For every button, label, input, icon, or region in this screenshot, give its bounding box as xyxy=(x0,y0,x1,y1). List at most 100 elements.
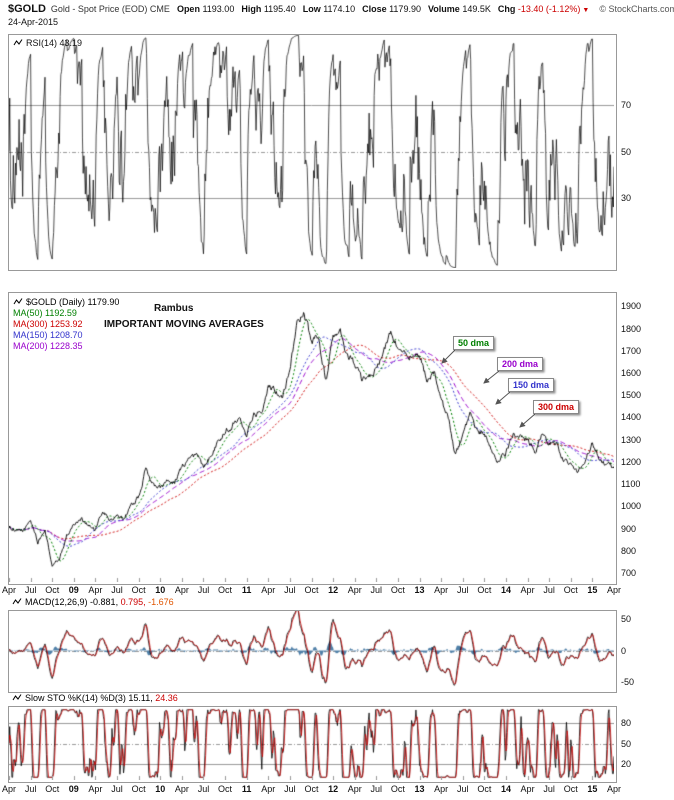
indicator-icon xyxy=(12,598,22,605)
y-axis-label: 1500 xyxy=(621,390,642,401)
callout-300-dma: 300 dma xyxy=(533,400,580,414)
x-axis-label: Apr xyxy=(88,784,103,794)
legend-item: MA(150) 1208.70 xyxy=(13,330,83,340)
stochastics-panel xyxy=(8,706,617,783)
x-axis-label: Jul xyxy=(24,585,37,595)
x-axis-label: Apr xyxy=(1,585,17,595)
x-axis-label: Oct xyxy=(218,784,233,794)
rsi-chart-canvas xyxy=(9,35,614,268)
macd-name: MACD(12,26,9) xyxy=(25,597,88,607)
x-axis-label: Oct xyxy=(563,784,578,794)
quote-open: Open 1193.00 xyxy=(176,4,235,14)
x-axis-label: 12 xyxy=(328,585,339,595)
price-legend: $GOLD (Daily) 1179.90 MA(50) 1192.59 MA(30… xyxy=(13,297,119,352)
x-axis-label: Oct xyxy=(45,585,60,595)
quote-close: Close 1179.90 xyxy=(362,4,421,14)
stochastics-chart-canvas xyxy=(9,707,614,780)
x-axis-label: Jul xyxy=(197,784,210,794)
x-axis-label: Apr xyxy=(174,784,189,794)
y-axis-label: 70 xyxy=(621,99,632,110)
x-axis-label: Oct xyxy=(563,585,578,595)
y-axis-label: -50 xyxy=(621,677,635,688)
x-axis-label: Apr xyxy=(261,784,276,794)
price-panel: $GOLD (Daily) 1179.90 MA(50) 1192.59 MA(30… xyxy=(8,292,617,585)
y-axis-label: 1000 xyxy=(621,501,642,512)
annotation-rambus: Rambus xyxy=(154,303,194,314)
x-axis-label: Jul xyxy=(197,585,210,595)
macd-value-3: -1.676 xyxy=(148,597,174,607)
sto-value-1: 15.11, xyxy=(128,693,153,703)
x-axis-label: Apr xyxy=(347,784,362,794)
y-axis-label: 20 xyxy=(621,758,632,769)
x-axis-label: Jul xyxy=(456,784,469,794)
annotation-important-moving-averages: IMPORTANT MOVING AVERAGES xyxy=(104,319,264,330)
x-axis-label: 11 xyxy=(241,784,252,794)
x-axis-label: 10 xyxy=(155,784,166,794)
y-axis-label: 1200 xyxy=(621,456,642,467)
x-axis-label: Jul xyxy=(370,784,383,794)
legend-item: $GOLD (Daily) 1179.90 xyxy=(13,297,119,308)
legend-item: MA(300) 1253.92 xyxy=(13,319,83,329)
x-axis-label: 13 xyxy=(414,585,425,595)
x-axis-label: Jul xyxy=(111,784,123,794)
x-axis-label: Apr xyxy=(606,585,622,595)
series-icon xyxy=(13,298,23,305)
x-axis-label: Jul xyxy=(456,585,469,595)
x-axis-label: Apr xyxy=(174,585,189,595)
macd-panel xyxy=(8,610,617,693)
y-axis-label: 80 xyxy=(621,718,632,729)
x-axis-label: Jul xyxy=(111,585,123,595)
rsi-label: RSI(14) 43.19 xyxy=(13,38,82,48)
x-axis-label: Apr xyxy=(347,585,362,595)
copyright: © StockCharts.com xyxy=(599,4,674,14)
rsi-panel: RSI(14) 43.19 xyxy=(8,34,617,271)
indicator-icon xyxy=(13,39,23,46)
chart-date: 24-Apr-2015 xyxy=(8,17,59,27)
x-axis-label: 14 xyxy=(500,784,511,794)
x-axis-label: 14 xyxy=(500,585,511,595)
x-axis-label: 15 xyxy=(587,784,598,794)
quote-low: Low 1174.10 xyxy=(302,4,356,14)
ohlc-quote: Open 1193.00 High 1195.40 Low 1174.10 Close… xyxy=(170,4,589,14)
sto-value-2: 24.36 xyxy=(155,693,178,703)
price-chart-canvas xyxy=(9,293,614,582)
macd-chart-canvas xyxy=(9,611,614,690)
x-axis-label: 15 xyxy=(587,585,598,595)
x-axis-label: Oct xyxy=(131,585,146,595)
chart-header: $GOLD Gold - Spot Price (EOD) CME Open 1… xyxy=(8,3,674,15)
y-axis-label: 1400 xyxy=(621,412,642,423)
x-axis-label: 10 xyxy=(155,585,166,595)
x-axis-label: Oct xyxy=(45,784,60,794)
macd-value-2: 0.795, xyxy=(120,597,146,607)
x-axis-label: Oct xyxy=(218,585,233,595)
y-axis-label: 1900 xyxy=(621,301,642,312)
macd-value-1: -0.881, xyxy=(90,597,119,607)
callout-50-dma: 50 dma xyxy=(453,336,495,350)
x-axis-label: Apr xyxy=(1,784,17,794)
quote-high: High 1195.40 xyxy=(241,4,296,14)
ticker-symbol: $GOLD xyxy=(8,3,46,15)
x-axis-label: Oct xyxy=(390,784,405,794)
x-axis-label: Oct xyxy=(477,784,492,794)
x-axis-label: 12 xyxy=(328,784,339,794)
x-axis-label: Apr xyxy=(520,585,535,595)
legend-item: MA(200) 1228.35 xyxy=(13,341,83,351)
x-axis-label: Oct xyxy=(304,784,319,794)
x-axis-label: Oct xyxy=(390,585,405,595)
y-axis-label: 50 xyxy=(621,146,632,157)
x-axis-label: Apr xyxy=(261,585,276,595)
x-axis-label: Jul xyxy=(24,784,37,794)
y-axis-label: 800 xyxy=(621,545,637,556)
x-axis-label: Oct xyxy=(131,784,146,794)
y-axis-label: 30 xyxy=(621,193,632,204)
callout-150-dma: 150 dma xyxy=(508,378,555,392)
x-axis-label: Jul xyxy=(543,784,555,794)
indicator-icon xyxy=(12,694,22,701)
x-axis-label: Jul xyxy=(284,784,296,794)
x-axis-label: Oct xyxy=(477,585,492,595)
x-axis-label: 09 xyxy=(68,585,79,595)
rsi-name: RSI(14) xyxy=(26,38,58,48)
x-axis-label: Apr xyxy=(520,784,535,794)
quote-volume: Volume 149.5K xyxy=(427,4,491,14)
